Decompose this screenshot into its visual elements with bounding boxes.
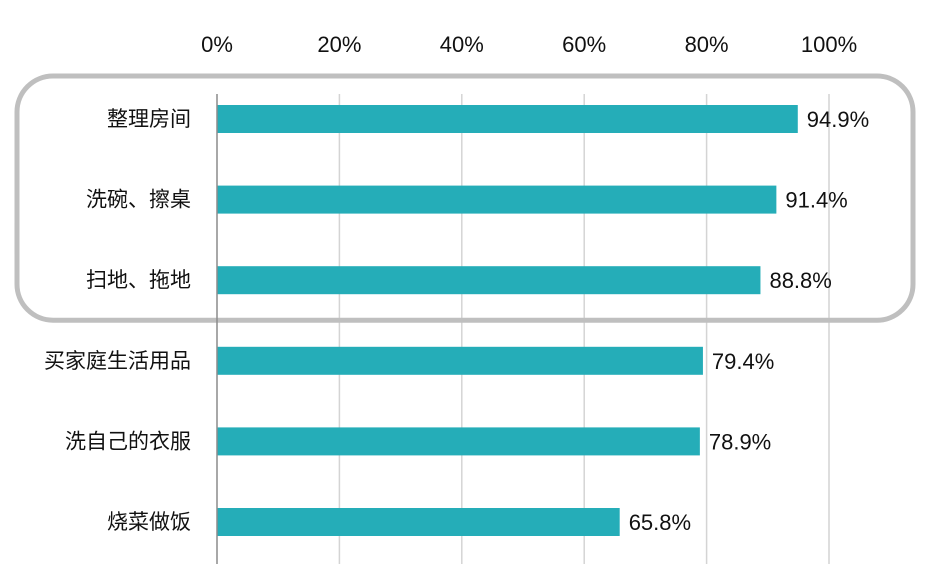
bar [217, 105, 798, 133]
value-label: 79.4% [712, 349, 774, 374]
bar [217, 266, 761, 295]
category-label: 扫地、拖地 [86, 268, 191, 292]
category-label: 买家庭生活用品 [44, 349, 191, 373]
x-tick-label: 40% [440, 32, 484, 57]
category-label: 洗碗、擦桌 [86, 188, 191, 212]
bar [217, 185, 777, 214]
bars [217, 105, 798, 536]
value-label: 88.8% [769, 268, 831, 293]
category-label: 洗自己的衣服 [65, 429, 191, 453]
value-label: 65.8% [629, 510, 691, 535]
x-axis-tick-labels: 0% 20% 40% 60% 80% 100% [201, 32, 857, 57]
bar [217, 508, 620, 536]
value-label: 78.9% [709, 429, 771, 454]
category-label: 整理房间 [107, 107, 191, 131]
x-tick-label: 20% [317, 32, 361, 57]
value-label: 91.4% [785, 188, 847, 213]
value-label: 94.9% [807, 107, 869, 132]
value-labels: 94.9% 91.4% 88.8% 79.4% 78.9% 65.8% [629, 107, 869, 535]
x-tick-label: 100% [801, 32, 857, 57]
x-tick-label: 60% [562, 32, 606, 57]
gridlines [338, 94, 830, 564]
bar [217, 427, 700, 456]
category-label: 烧菜做饭 [107, 510, 191, 534]
highlight-outline [14, 73, 916, 323]
x-tick-label: 0% [201, 32, 233, 57]
x-tick-label: 80% [685, 32, 729, 57]
bar [217, 346, 703, 375]
